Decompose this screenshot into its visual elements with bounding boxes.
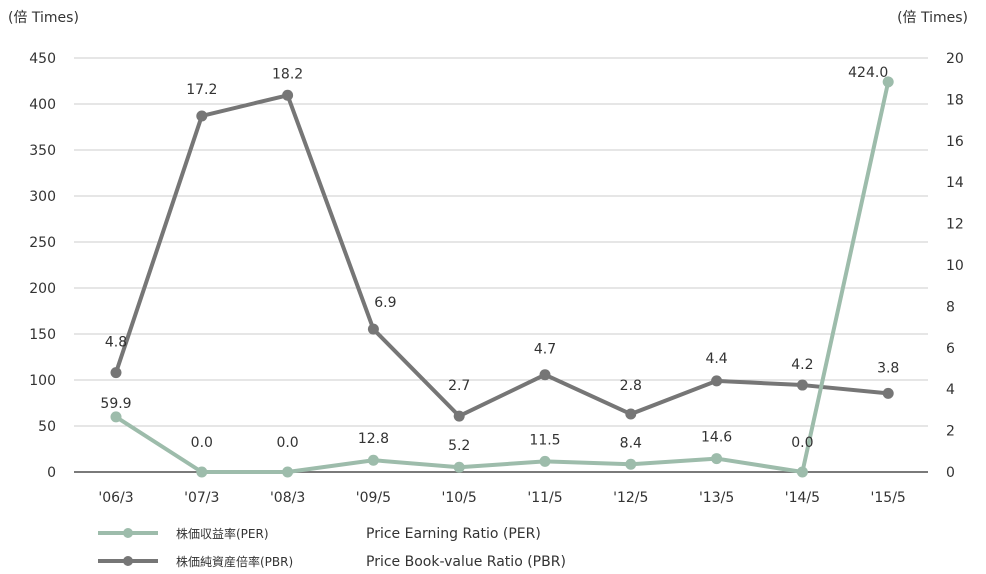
left-axis: 0 50 100 150 200 250 300 350 400 450 xyxy=(29,51,56,481)
data-label: 18.2 xyxy=(272,66,303,82)
right-tick-label: 4 xyxy=(946,382,955,398)
data-point xyxy=(711,453,723,465)
right-tick-label: 10 xyxy=(946,258,964,274)
data-label: 4.8 xyxy=(105,335,127,351)
left-tick-label: 0 xyxy=(47,465,56,481)
data-label: 424.0 xyxy=(848,65,888,81)
right-tick-label: 16 xyxy=(946,134,964,150)
left-tick-label: 50 xyxy=(38,419,56,435)
data-point xyxy=(711,375,723,387)
data-label: 0.0 xyxy=(276,435,298,451)
data-point xyxy=(796,466,808,478)
right-tick-label: 14 xyxy=(946,175,964,191)
right-tick-label: 8 xyxy=(946,299,955,315)
x-tick-label: '10/5 xyxy=(442,490,477,506)
legend-marker-pbr xyxy=(123,556,133,566)
data-point xyxy=(110,411,122,423)
left-axis-unit: (倍 Times) xyxy=(8,10,79,26)
data-label: 12.8 xyxy=(358,431,389,447)
data-point xyxy=(196,110,208,122)
data-label: 17.2 xyxy=(186,82,217,98)
x-tick-label: '12/5 xyxy=(613,490,648,506)
data-point xyxy=(796,379,808,391)
data-label: 5.2 xyxy=(448,438,470,454)
legend-label-per-ja: 株価収益率(PER) xyxy=(176,526,269,541)
data-point xyxy=(453,461,465,473)
x-tick-label: '07/3 xyxy=(184,490,219,506)
data-label: 4.4 xyxy=(705,351,727,367)
right-axis: 0 2 4 6 8 10 12 14 16 18 20 xyxy=(946,51,964,481)
data-labels: 59.9 0.0 0.0 12.8 5.2 11.5 8.4 14.6 0.0 424.0 4.8 1… xyxy=(100,65,899,454)
x-axis: '06/3 '07/3 '08/3 '09/5 '10/5 '11/5 '12/5 '13/5… xyxy=(98,490,905,506)
left-tick-label: 100 xyxy=(29,373,56,389)
left-tick-label: 300 xyxy=(29,189,56,205)
left-tick-label: 450 xyxy=(29,51,56,67)
legend: 株価収益率(PER) Price Earning Ratio (PER) 株価純… xyxy=(98,526,566,570)
legend-item-pbr: 株価純資産倍率(PBR) Price Book-value Ratio (PBR… xyxy=(98,554,566,570)
data-point xyxy=(367,454,379,466)
series xyxy=(110,76,894,478)
data-point xyxy=(110,367,122,379)
x-tick-label: '11/5 xyxy=(527,490,562,506)
data-point xyxy=(882,387,894,399)
x-tick-label: '08/3 xyxy=(270,490,305,506)
data-point xyxy=(282,89,294,101)
data-label: 6.9 xyxy=(374,295,396,311)
data-label: 2.7 xyxy=(448,378,470,394)
legend-label-pbr-en: Price Book-value Ratio (PBR) xyxy=(366,554,566,570)
x-tick-label: '14/5 xyxy=(785,490,820,506)
data-point xyxy=(539,369,551,381)
data-label: 4.2 xyxy=(791,357,813,373)
right-tick-label: 12 xyxy=(946,217,964,233)
data-label: 8.4 xyxy=(620,435,642,451)
data-label: 3.8 xyxy=(877,360,899,376)
legend-item-per: 株価収益率(PER) Price Earning Ratio (PER) xyxy=(98,526,541,542)
data-label: 2.8 xyxy=(620,378,642,394)
data-label: 4.7 xyxy=(534,342,556,358)
data-point xyxy=(882,76,894,88)
data-point xyxy=(282,466,294,478)
legend-marker-per xyxy=(123,528,133,538)
right-tick-label: 18 xyxy=(946,92,964,108)
left-tick-label: 350 xyxy=(29,143,56,159)
series-line xyxy=(114,81,891,474)
data-label: 0.0 xyxy=(191,435,213,451)
legend-label-pbr-ja: 株価純資産倍率(PBR) xyxy=(176,554,293,569)
right-tick-label: 20 xyxy=(946,51,964,67)
series-per xyxy=(110,76,894,478)
data-point xyxy=(539,455,551,467)
x-tick-label: '06/3 xyxy=(98,490,133,506)
data-point xyxy=(625,408,637,420)
series-pbr xyxy=(110,89,894,422)
series-line xyxy=(114,93,889,419)
right-tick-label: 2 xyxy=(946,424,955,440)
right-axis-unit: (倍 Times) xyxy=(897,10,968,26)
x-tick-label: '13/5 xyxy=(699,490,734,506)
left-tick-label: 150 xyxy=(29,327,56,343)
data-label: 0.0 xyxy=(791,435,813,451)
x-tick-label: '15/5 xyxy=(871,490,906,506)
left-tick-label: 250 xyxy=(29,235,56,251)
data-point xyxy=(453,410,465,422)
data-label: 11.5 xyxy=(529,432,560,448)
legend-label-per-en: Price Earning Ratio (PER) xyxy=(366,526,541,542)
data-point xyxy=(196,466,208,478)
right-tick-label: 6 xyxy=(946,341,955,357)
gridlines xyxy=(74,57,928,473)
left-tick-label: 400 xyxy=(29,97,56,113)
right-tick-label: 0 xyxy=(946,465,955,481)
data-label: 14.6 xyxy=(701,430,732,446)
data-point xyxy=(367,323,379,335)
data-point xyxy=(625,458,637,470)
x-tick-label: '09/5 xyxy=(356,490,391,506)
data-label: 59.9 xyxy=(100,396,131,412)
left-tick-label: 200 xyxy=(29,281,56,297)
